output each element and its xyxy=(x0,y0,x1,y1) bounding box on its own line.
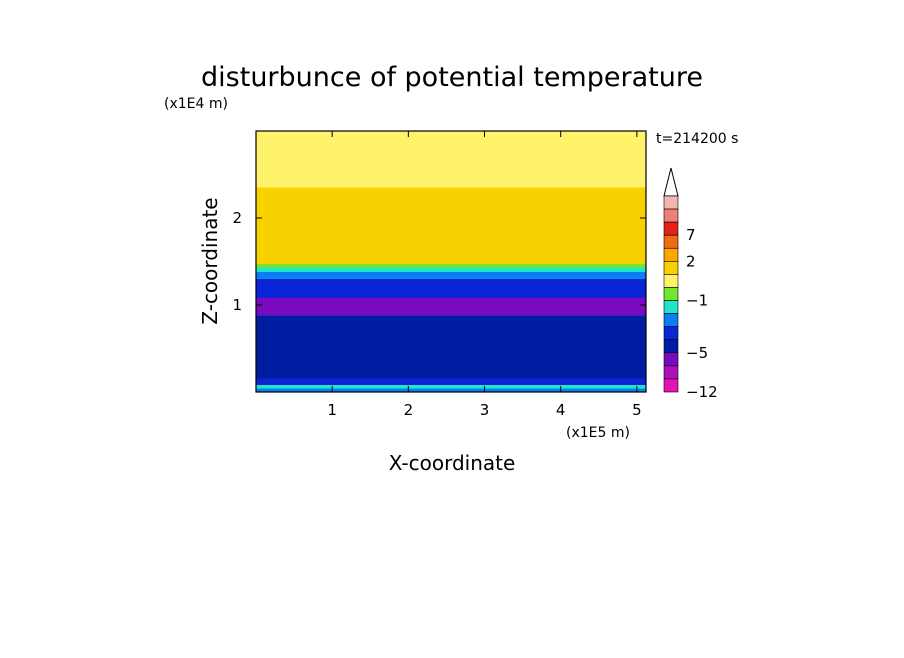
colorbar-box xyxy=(663,261,679,275)
x-tick-label: 3 xyxy=(480,401,490,419)
colorbar-box xyxy=(663,378,679,393)
colorbar-box xyxy=(663,221,679,236)
contour-band xyxy=(256,278,646,299)
plot-area xyxy=(256,131,646,392)
x-tick-label: 1 xyxy=(327,401,337,419)
colorbar-label: 7 xyxy=(686,226,696,244)
colorbar-box xyxy=(663,274,679,288)
contour-band xyxy=(256,187,646,266)
colorbar-box xyxy=(663,195,679,210)
contour-band xyxy=(256,315,646,379)
y-tick-label: 1 xyxy=(232,296,242,314)
contour-band xyxy=(256,271,646,279)
colorbar-box xyxy=(663,313,679,327)
y-tick-label: 2 xyxy=(232,209,242,227)
colorbar-box xyxy=(663,247,679,262)
colorbar-box xyxy=(663,300,679,314)
colorbar-box xyxy=(663,234,679,249)
contour-band xyxy=(256,298,646,316)
colorbar-label: −1 xyxy=(686,292,708,310)
colorbar-box xyxy=(663,352,679,367)
contour-band xyxy=(256,378,646,386)
colorbar-extend-arrow xyxy=(663,167,679,197)
colorbar-label: 2 xyxy=(686,252,696,270)
time-label: t=214200 s xyxy=(656,131,738,147)
contour-band xyxy=(256,388,646,392)
y-unit-label: (x1E4 m) xyxy=(164,96,228,112)
colorbar-box xyxy=(663,326,679,341)
colorbar: 7 2 −1 −5 −12 xyxy=(663,167,718,401)
colorbar-box xyxy=(663,208,679,223)
plot-frame xyxy=(255,130,647,393)
colorbar-box xyxy=(663,287,679,301)
x-axis: 1 2 3 4 5 xyxy=(327,131,642,419)
x-unit-label: (x1E5 m) xyxy=(566,425,630,441)
colorbar-box xyxy=(663,339,679,354)
y-axis-label: Z-coordinate xyxy=(198,197,222,324)
contour-band xyxy=(256,267,646,272)
x-tick-label: 2 xyxy=(404,401,414,419)
chart-title: disturbunce of potential temperature xyxy=(201,62,703,93)
contour-band xyxy=(256,264,646,268)
x-axis-label: X-coordinate xyxy=(389,451,516,475)
colorbar-label: −12 xyxy=(686,383,718,401)
contour-band xyxy=(256,385,646,389)
colorbar-box xyxy=(663,365,679,380)
x-tick-label: 5 xyxy=(632,401,642,419)
x-tick-label: 4 xyxy=(556,401,566,419)
y-axis: 12 xyxy=(232,209,646,314)
colorbar-label: −5 xyxy=(686,344,708,362)
